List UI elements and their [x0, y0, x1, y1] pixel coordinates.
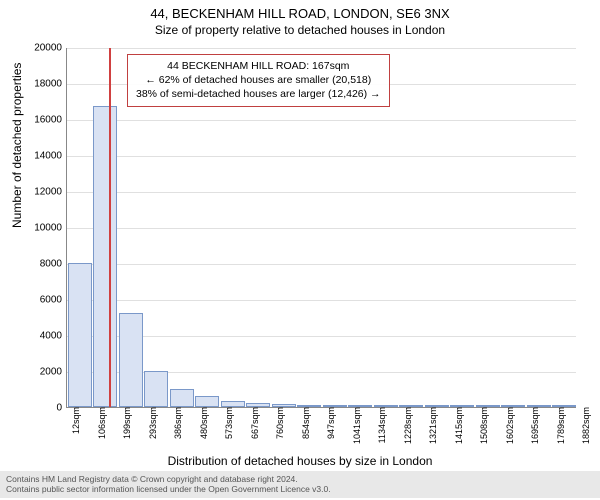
x-tick-label: 1041sqm — [350, 407, 362, 444]
annotation-line2: ← 62% of detached houses are smaller (20… — [136, 73, 381, 87]
y-tick-label: 2000 — [40, 367, 67, 378]
annotation-line1: 44 BECKENHAM HILL ROAD: 167sqm — [136, 59, 381, 73]
y-axis-label: Number of detached properties — [10, 63, 24, 228]
footer-line2: Contains public sector information licen… — [6, 484, 594, 495]
histogram-bar — [195, 396, 219, 407]
x-tick-label: 1228sqm — [401, 407, 413, 444]
y-tick-label: 6000 — [40, 295, 67, 306]
x-tick-label: 760sqm — [273, 407, 285, 439]
y-tick-label: 0 — [56, 403, 67, 414]
gridline — [67, 300, 576, 301]
gridline — [67, 336, 576, 337]
gridline — [67, 192, 576, 193]
footer-line1: Contains HM Land Registry data © Crown c… — [6, 474, 594, 485]
x-tick-label: 1508sqm — [477, 407, 489, 444]
y-tick-label: 20000 — [34, 43, 67, 54]
x-tick-label: 854sqm — [299, 407, 311, 439]
x-tick-label: 573sqm — [222, 407, 234, 439]
x-tick-label: 386sqm — [171, 407, 183, 439]
x-tick-label: 1789sqm — [554, 407, 566, 444]
chart-container: 44, BECKENHAM HILL ROAD, LONDON, SE6 3NX… — [0, 0, 600, 500]
y-tick-label: 12000 — [34, 187, 67, 198]
x-tick-label: 1321sqm — [426, 407, 438, 444]
gridline — [67, 156, 576, 157]
gridline — [67, 228, 576, 229]
x-tick-label: 480sqm — [197, 407, 209, 439]
x-tick-label: 293sqm — [146, 407, 158, 439]
chart-title: 44, BECKENHAM HILL ROAD, LONDON, SE6 3NX — [0, 0, 600, 23]
x-tick-label: 947sqm — [324, 407, 336, 439]
histogram-bar — [93, 106, 117, 407]
histogram-bar — [119, 313, 143, 407]
gridline — [67, 48, 576, 49]
y-tick-label: 4000 — [40, 331, 67, 342]
gridline — [67, 264, 576, 265]
x-tick-label: 1134sqm — [375, 407, 387, 443]
y-tick-label: 18000 — [34, 79, 67, 90]
annotation-box: 44 BECKENHAM HILL ROAD: 167sqm ← 62% of … — [127, 54, 390, 107]
x-tick-label: 106sqm — [95, 407, 107, 439]
x-tick-label: 667sqm — [248, 407, 260, 439]
plot-area: 0200040006000800010000120001400016000180… — [66, 48, 576, 408]
gridline — [67, 120, 576, 121]
histogram-bar — [144, 371, 168, 407]
footer: Contains HM Land Registry data © Crown c… — [0, 471, 600, 498]
x-tick-label: 1415sqm — [452, 407, 464, 444]
property-marker-line — [109, 48, 111, 407]
x-tick-label: 1695sqm — [528, 407, 540, 444]
histogram-bar — [68, 263, 92, 407]
x-axis-label: Distribution of detached houses by size … — [0, 454, 600, 468]
x-tick-label: 1602sqm — [503, 407, 515, 444]
y-tick-label: 8000 — [40, 259, 67, 270]
x-tick-label: 199sqm — [120, 407, 132, 439]
chart-subtitle: Size of property relative to detached ho… — [0, 23, 600, 41]
histogram-bar — [170, 389, 194, 407]
annotation-line3: 38% of semi-detached houses are larger (… — [136, 87, 381, 101]
y-tick-label: 14000 — [34, 151, 67, 162]
x-tick-label: 12sqm — [69, 407, 81, 434]
x-tick-label: 1882sqm — [579, 407, 591, 444]
y-tick-label: 16000 — [34, 115, 67, 126]
y-tick-label: 10000 — [34, 223, 67, 234]
